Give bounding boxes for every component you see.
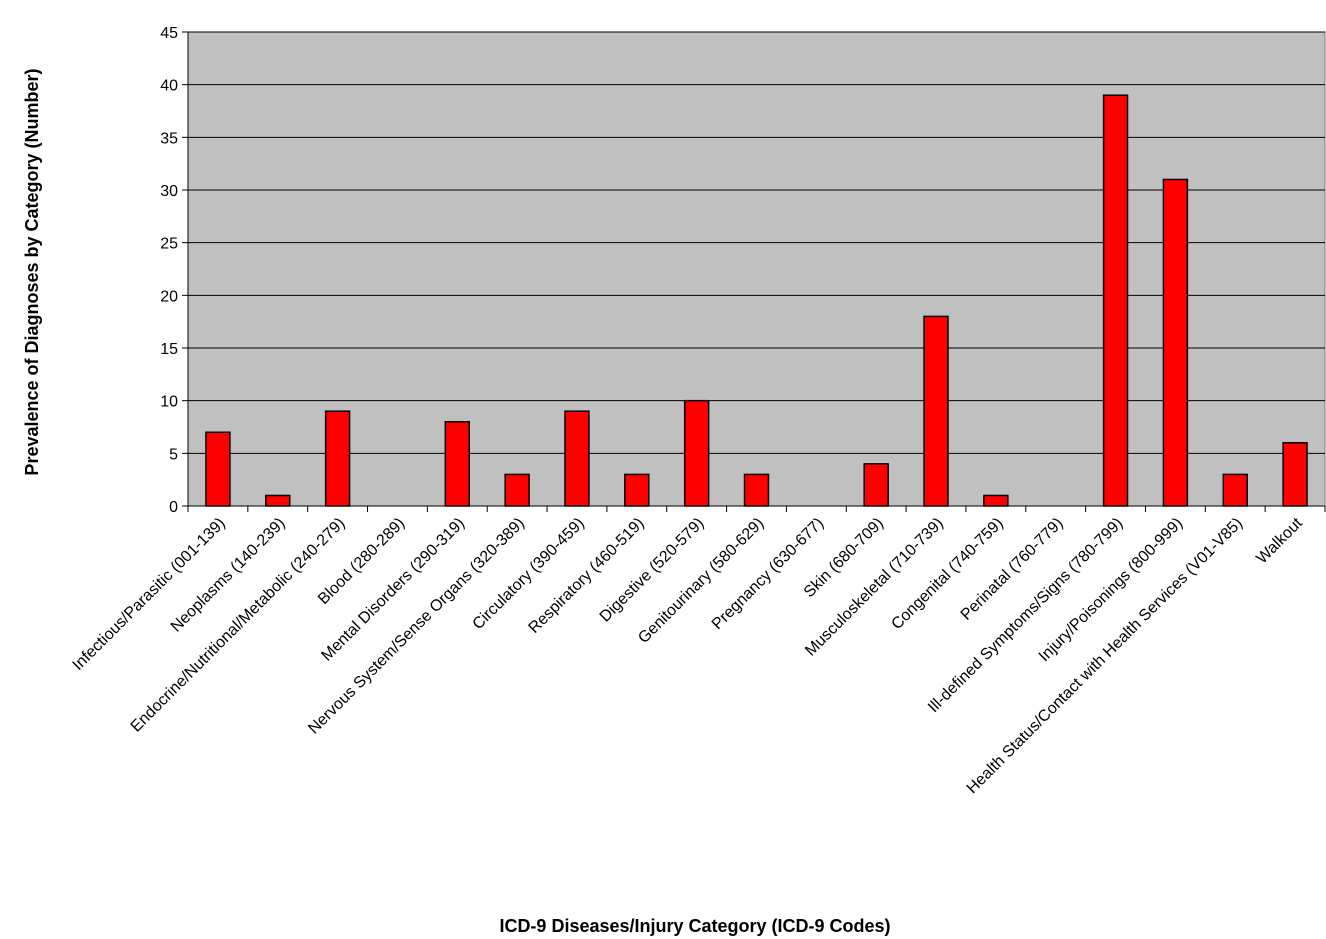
y-tick-label: 5 [169,446,178,463]
x-tick-label: Neoplasms (140-239) [168,515,289,636]
bar [743,473,770,507]
bar [205,431,231,507]
x-tick-label: Perinatal (760-779) [958,515,1067,624]
bar [324,410,351,507]
bar [683,399,710,507]
y-tick-label: 35 [160,130,178,147]
y-tick-label: 20 [160,288,178,305]
x-tick-labels: Infectious/Parasitic (001-139)Neoplasms … [70,514,1307,797]
y-tick-label: 25 [160,236,178,253]
bar [1222,473,1248,507]
bar [863,463,889,507]
y-axis-title: Prevalence of Diagnoses by Category (Num… [22,68,42,475]
y-tick-label: 45 [160,25,178,42]
bars [205,94,1308,507]
x-tick-label: Health Status/Contact with Health Servic… [964,515,1246,797]
plot-area [187,31,1326,507]
bar [983,494,1009,507]
bar [1102,94,1129,507]
bar [923,315,949,507]
x-tick-label: Genitourinary (580-629) [635,515,767,647]
bar [504,473,530,507]
x-tick-label: Respiratory (460-519) [526,515,648,637]
y-tick-label: 10 [160,394,178,411]
y-tick-labels: 0 5 10 15 20 25 30 35 40 45 [160,25,178,516]
axes [187,32,1326,512]
x-tick-label: Congenital (740-759) [888,515,1006,633]
y-tick-label: 15 [160,341,178,358]
gridlines [182,31,1325,507]
bar [1162,178,1189,507]
x-tick-label: Pregnancy (630-677) [709,515,827,633]
x-tick-label: Endocrine/Nutritional/Metabolic (240-279… [128,515,349,736]
x-axis-title: ICD-9 Diseases/Injury Category (ICD-9 Co… [499,916,890,936]
y-tick-label: 40 [160,78,178,95]
bar [444,420,471,507]
x-tick-label: Digestive (520-579) [597,515,708,626]
x-tick-label: Circulatory (390-459) [470,515,588,633]
y-tick-label: 30 [160,183,178,200]
bar [564,410,590,507]
bar [265,494,291,507]
x-tick-label: Nervous System/Sense Organs (320-389) [305,515,528,738]
x-tick-label: Walkout [1253,514,1306,567]
bar [1282,442,1308,507]
bar [624,473,650,507]
y-tick-label: 0 [169,499,178,516]
